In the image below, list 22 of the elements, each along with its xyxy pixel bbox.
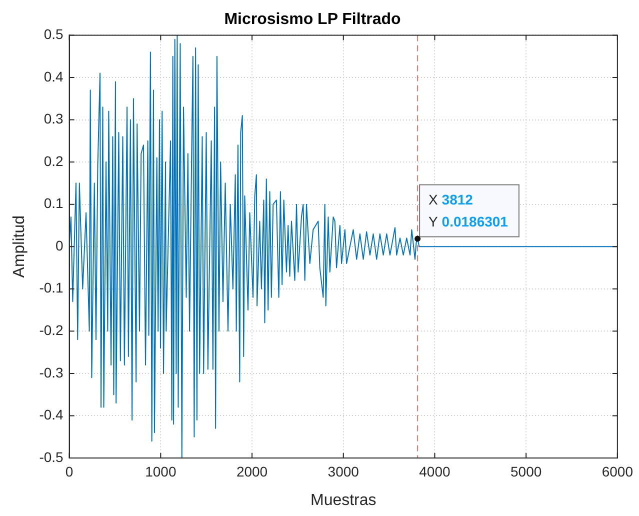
x-tick-label: 6000 bbox=[602, 463, 634, 480]
y-tick-label: -0.3 bbox=[39, 364, 64, 380]
annotation: Y 0.0186301 bbox=[428, 214, 508, 230]
annotation: X 3812 bbox=[428, 192, 474, 208]
x-tick-label: 1000 bbox=[145, 463, 176, 480]
y-tick-label: 0.3 bbox=[44, 110, 64, 127]
y-tick-label: 0 bbox=[56, 237, 64, 254]
chart-title: Microsismo LP Filtrado bbox=[224, 11, 402, 28]
y-tick-label: -0.1 bbox=[39, 280, 64, 296]
y-tick-label: 0.1 bbox=[44, 195, 64, 212]
x-tick-label: 4000 bbox=[419, 463, 451, 480]
x-tick-label: 3000 bbox=[328, 463, 360, 480]
x-tick-label: 5000 bbox=[510, 463, 542, 480]
x-tick-label: 2000 bbox=[236, 463, 268, 480]
y-tick-label: -0.5 bbox=[39, 448, 64, 465]
y-tick-label: -0.4 bbox=[39, 406, 64, 423]
y-tick-label: 0.5 bbox=[44, 26, 64, 42]
y-axis-title: Amplitud bbox=[11, 215, 28, 278]
y-tick-label: 0.4 bbox=[44, 68, 64, 84]
y-tick-label: -0.2 bbox=[39, 322, 64, 338]
y-tick-label: 0.2 bbox=[44, 152, 64, 169]
x-axis-title: Muestras bbox=[310, 492, 376, 509]
